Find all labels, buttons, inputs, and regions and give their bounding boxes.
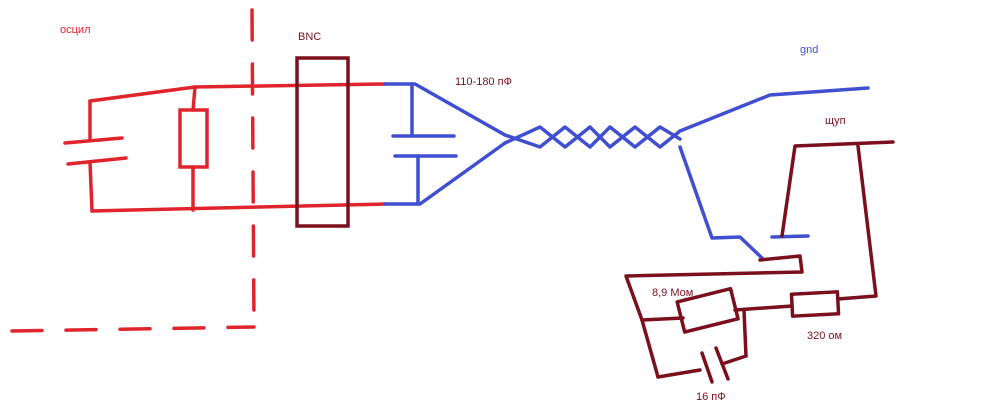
label-resistor-320-ohm: 320 ом	[807, 330, 842, 342]
twist-strand-b	[503, 125, 682, 149]
label-resistor-8-9-mohm: 8,9 Мом	[652, 287, 693, 299]
label-probe: щуп	[825, 115, 846, 127]
probe-return-wire	[836, 144, 878, 301]
cap16-lead-left-vertical	[640, 318, 660, 379]
oscilloscope-enclosure-boundary	[10, 8, 256, 333]
probe-upper-wire	[624, 254, 804, 322]
oscope-input-resistor	[178, 108, 209, 169]
resistor-320-ohm	[789, 290, 841, 318]
probe-circuit	[624, 140, 895, 384]
cap16-lead-left	[656, 368, 702, 379]
label-cable-capacitance: 110-180 пФ	[455, 76, 512, 88]
coax-cable	[383, 82, 870, 260]
oscope-bottom-wire	[90, 202, 387, 213]
oscope-res-lead-top	[191, 85, 197, 112]
label-capacitor-16-pf: 16 пФ	[696, 391, 726, 403]
cap16-lead-right-vertical	[742, 308, 748, 358]
label-oscil: осцил	[60, 24, 90, 36]
res89-lead-left	[640, 316, 685, 322]
cap16-lead-right	[720, 354, 748, 366]
label-bnc: BNC	[298, 31, 321, 43]
label-gnd: gnd	[800, 44, 818, 56]
oscope-cap-plate-1	[63, 136, 124, 145]
probe-signal-wire	[678, 145, 764, 260]
cap16-plate-1	[700, 351, 714, 384]
cable-core-wire	[383, 82, 507, 137]
cable-shield-wire	[383, 141, 507, 206]
probe-contact-bar	[770, 234, 810, 239]
oscilloscope-input-circuit	[63, 82, 387, 213]
oscope-cap-lead-bottom	[88, 160, 94, 213]
probe-tip-wire	[780, 140, 895, 238]
oscope-top-wire	[88, 82, 387, 103]
oscope-cap-plate-2	[66, 156, 128, 166]
gnd-lead	[678, 86, 870, 133]
bnc-connector	[295, 56, 350, 228]
